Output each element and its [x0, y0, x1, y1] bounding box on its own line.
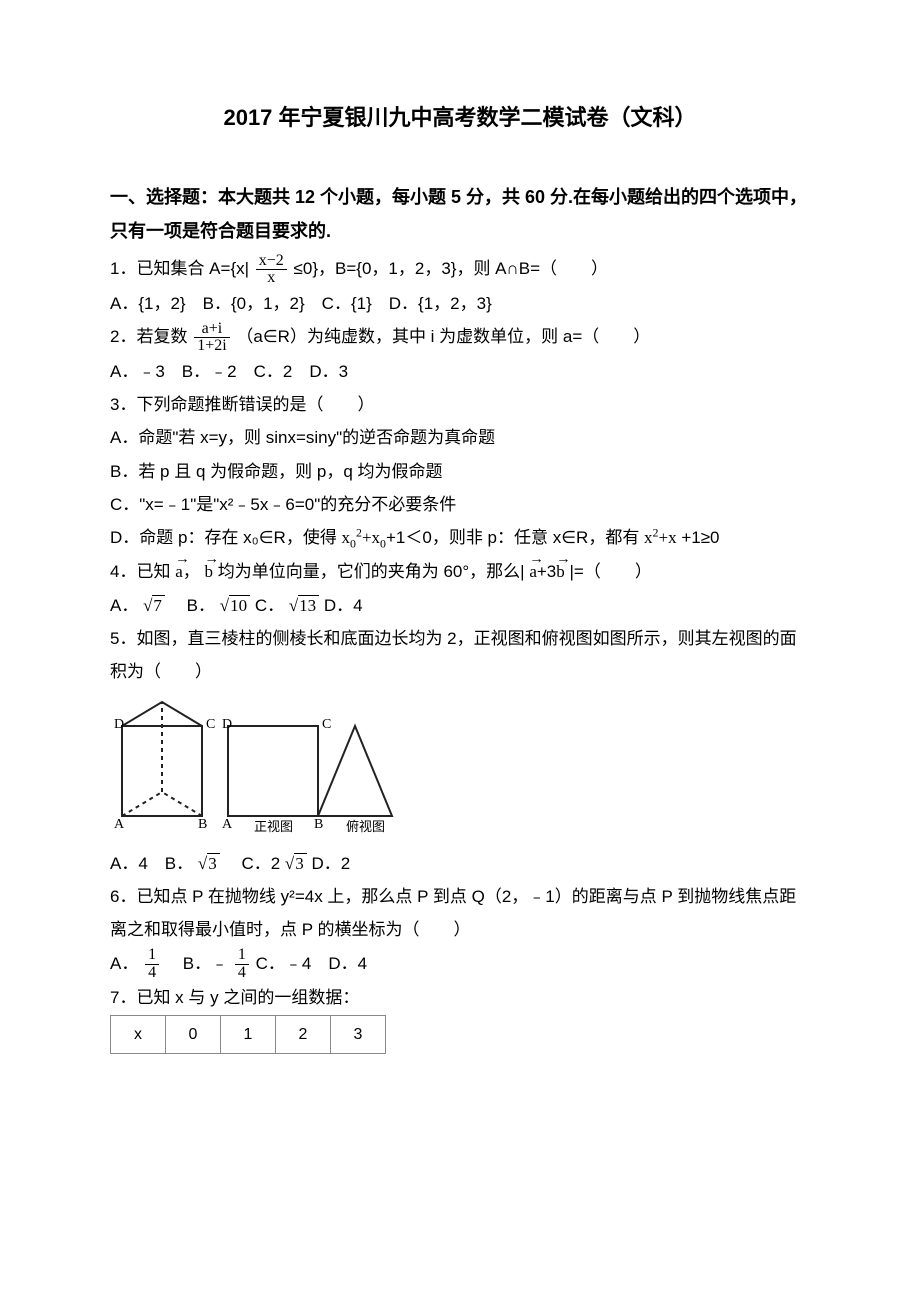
table-cell: 2: [276, 1015, 331, 1053]
sqrt-icon: √10: [220, 589, 250, 622]
text: A．: [110, 596, 138, 615]
q7-table: x 0 1 2 3: [110, 1015, 386, 1054]
label-B: B: [198, 817, 207, 832]
text: D．4: [324, 596, 363, 615]
q1-options: A．{1，2} B．{0，1，2} C．{1} D．{1，2，3}: [110, 287, 810, 320]
label-side-view: 俯视图: [346, 819, 385, 834]
question-7: 7．已知 x 与 y 之间的一组数据： x 0 1 2 3: [110, 981, 810, 1053]
section-heading: 一、选择题：本大题共 12 个小题，每小题 5 分，共 60 分.在每小题给出的…: [110, 180, 810, 248]
q2-stem-a: 2．若复数: [110, 327, 187, 346]
math-xsq: x2+x: [644, 528, 677, 547]
fraction-den: x: [256, 270, 287, 287]
text: |=（ ）: [569, 562, 651, 581]
text: +1≥0: [677, 528, 720, 547]
radicand: 7: [152, 595, 165, 615]
table-cell: 0: [166, 1015, 221, 1053]
q3-opt-b: B．若 p 且 q 为假命题，则 p，q 均为假命题: [110, 455, 810, 488]
q1-stem-a: 1．已知集合 A={x|: [110, 259, 249, 278]
question-6: 6．已知点 P 在抛物线 y²=4x 上，那么点 P 到点 Q（2，﹣1）的距离…: [110, 880, 810, 981]
text: C．﹣4 D．4: [256, 954, 367, 973]
radicand: 13: [298, 595, 319, 615]
q6-options: A． 1 4 B．﹣ 1 4 C．﹣4 D．4: [110, 947, 810, 982]
sqrt-icon: √13: [289, 589, 319, 622]
question-1: 1．已知集合 A={x| x−2 x ≤0}，B={0，1，2，3}，则 A∩B…: [110, 252, 810, 320]
fraction-num: x−2: [256, 253, 287, 271]
fraction-den: 4: [235, 965, 249, 982]
label-front-view: 正视图: [254, 819, 293, 834]
question-3: 3．下列命题推断错误的是（ ） A．命题"若 x=y，则 sinx=siny"的…: [110, 388, 810, 555]
fraction: 1 4: [235, 947, 249, 982]
vector-b-icon: b: [204, 555, 213, 588]
radicand: 3: [207, 853, 220, 873]
q5-options: A．4 B． √3 C．2 √3 D．2: [110, 847, 810, 880]
vector-b-icon: b: [556, 555, 565, 588]
fraction-den: 4: [145, 965, 159, 982]
text: D．2: [312, 854, 351, 873]
text: 4．已知: [110, 562, 170, 581]
text: C．2: [224, 854, 280, 873]
q5-stem: 5．如图，直三棱柱的侧棱长和底面边长均为 2，正视图和俯视图如图所示，则其左视图…: [110, 622, 810, 688]
math-x0sq: x02+x0: [342, 528, 386, 547]
q5-figure: D C A B D C A B 正视图 俯视图: [110, 694, 810, 845]
q3-stem: 3．下列命题推断错误的是（ ）: [110, 388, 810, 421]
question-5: 5．如图，直三棱柱的侧棱长和底面边长均为 2，正视图和俯视图如图所示，则其左视图…: [110, 622, 810, 881]
sqrt-icon: √3: [285, 847, 307, 880]
question-4: 4．已知 a， b 均为单位向量，它们的夹角为 60°，那么| a+3b |=（…: [110, 555, 810, 621]
text: B．﹣: [166, 954, 228, 973]
q3-opt-c: C．"x=﹣1"是"x²﹣5x﹣6=0"的充分不必要条件: [110, 488, 810, 521]
table-row: x 0 1 2 3: [111, 1015, 386, 1053]
fraction: x−2 x: [256, 253, 287, 288]
fraction-num: a+i: [194, 321, 229, 339]
q2-options: A．﹣3 B．﹣2 C．2 D．3: [110, 355, 810, 388]
table-cell: x: [111, 1015, 166, 1053]
label-D: D: [114, 717, 124, 732]
sqrt-icon: √7: [143, 589, 165, 622]
fraction: 1 4: [145, 947, 159, 982]
radicand: 10: [229, 595, 250, 615]
q1-stem-b: ≤0}，B={0，1，2，3}，则 A∩B=（ ）: [294, 259, 608, 278]
label-A: A: [222, 817, 233, 832]
text: +1＜0，则非 p：任意 x∈R，都有: [386, 528, 644, 547]
page-title: 2017 年宁夏银川九中高考数学二模试卷（文科）: [110, 100, 810, 132]
q3-opt-a: A．命题"若 x=y，则 sinx=siny"的逆否命题为真命题: [110, 421, 810, 454]
text: A．: [110, 954, 138, 973]
label-C: C: [322, 717, 331, 732]
text: A．4 B．: [110, 854, 193, 873]
sqrt-icon: √3: [198, 847, 220, 880]
label-B: B: [314, 817, 323, 832]
text: C．: [255, 596, 284, 615]
fraction-num: 1: [145, 947, 159, 965]
text: D．命题 p：存在 x₀∈R，使得: [110, 528, 342, 547]
table-cell: 3: [331, 1015, 386, 1053]
q7-stem: 7．已知 x 与 y 之间的一组数据：: [110, 981, 810, 1014]
fraction-den: 1+2i: [194, 338, 229, 355]
q6-stem: 6．已知点 P 在抛物线 y²=4x 上，那么点 P 到点 Q（2，﹣1）的距离…: [110, 880, 810, 946]
table-cell: 1: [221, 1015, 276, 1053]
label-A: A: [114, 817, 125, 832]
question-2: 2．若复数 a+i 1+2i （a∈R）为纯虚数，其中 i 为虚数单位，则 a=…: [110, 320, 810, 388]
fraction: a+i 1+2i: [194, 321, 229, 356]
label-C: C: [206, 717, 215, 732]
radicand: 3: [294, 853, 307, 873]
vector-a-icon: a: [529, 555, 537, 588]
label-D: D: [222, 717, 232, 732]
text: B．: [170, 596, 215, 615]
q4-options: A． √7 B． √10 C． √13 D．4: [110, 589, 810, 622]
vector-a-icon: a: [175, 555, 183, 588]
q2-stem-b: （a∈R）为纯虚数，其中 i 为虚数单位，则 a=（ ）: [236, 327, 650, 346]
fraction-num: 1: [235, 947, 249, 965]
text: 均为单位向量，它们的夹角为 60°，那么|: [218, 562, 525, 581]
